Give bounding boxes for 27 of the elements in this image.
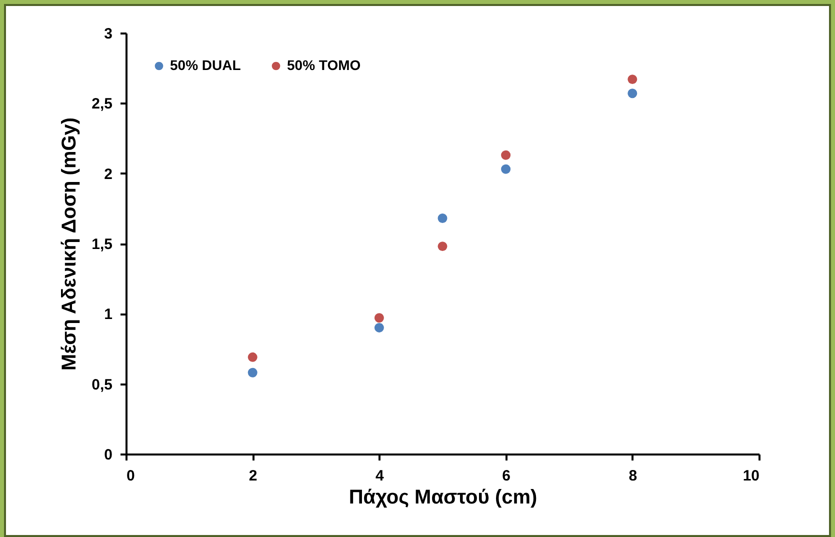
- legend-label: 50% DUAL: [170, 57, 242, 73]
- y-tick-label: 0,5: [92, 376, 112, 394]
- y-axis-title: Μέση Αδενική Δοση (mGy): [58, 117, 81, 371]
- x-tick-label: 6: [502, 468, 510, 484]
- point: [628, 74, 638, 84]
- point: [501, 150, 511, 160]
- y-tick-label: 2,5: [92, 96, 112, 113]
- point: [248, 352, 258, 362]
- x-tick-label: 4: [376, 468, 385, 484]
- point: [438, 242, 448, 252]
- y-tick-label: 3: [104, 26, 112, 42]
- y-tick-label: 0: [104, 446, 112, 464]
- x-tick-label: 10: [742, 468, 760, 484]
- point: [438, 214, 448, 223]
- point: [248, 368, 258, 378]
- x-tick-label: 0: [126, 468, 135, 484]
- point: [374, 313, 384, 323]
- y-tick-label: 2: [104, 166, 112, 183]
- y-tick-label: 1: [104, 306, 112, 324]
- legend-label: 50% TOMO: [287, 57, 361, 73]
- x-tick-label: 8: [628, 468, 638, 484]
- x-tick-label: 2: [248, 468, 258, 484]
- point: [374, 322, 384, 332]
- x-axis-title: Πάχος Μαστού (cm): [348, 486, 538, 508]
- point: [628, 88, 638, 98]
- point: [501, 164, 511, 174]
- y-tick-label: 1,5: [92, 236, 112, 253]
